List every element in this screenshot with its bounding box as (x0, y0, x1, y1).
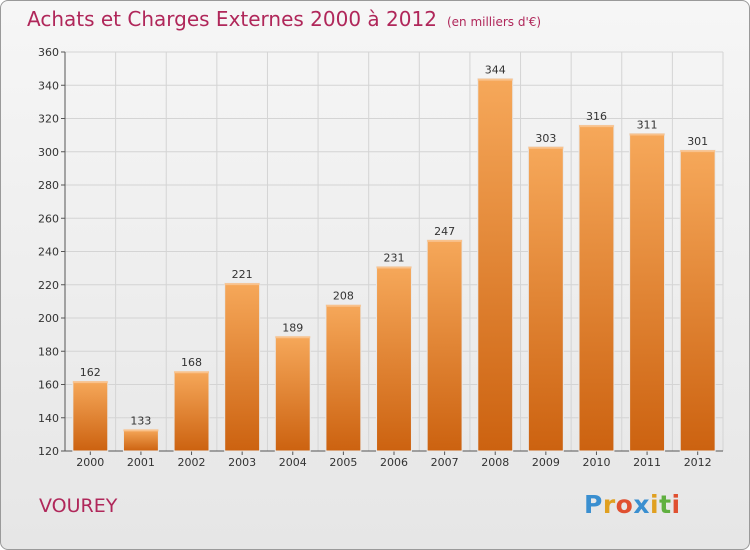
logo-letter: x (633, 490, 650, 519)
y-tick-label: 160 (38, 379, 59, 392)
y-tick-label: 140 (38, 412, 59, 425)
y-tick-label: 280 (38, 179, 59, 192)
y-tick-label: 240 (38, 246, 59, 259)
x-tick-label-2012: 2012 (684, 456, 712, 469)
tick-labels: 120 140 160 180 200 220 240 260 280 300 320 340 360 2… (38, 46, 712, 469)
y-tick-label: 120 (38, 445, 59, 458)
value-label-2010: 316 (586, 110, 607, 123)
x-tick-label-2011: 2011 (633, 456, 661, 469)
x-tick-label-2002: 2002 (178, 456, 206, 469)
value-label-2003: 221 (232, 268, 253, 281)
bar-2001 (122, 428, 159, 452)
logo-letter: P (584, 490, 603, 519)
x-tick-label-2007: 2007 (431, 456, 459, 469)
x-tick-label-2010: 2010 (582, 456, 610, 469)
bar-2003 (224, 282, 261, 452)
x-tick-label-2001: 2001 (127, 456, 155, 469)
value-label-2001: 133 (130, 414, 151, 427)
bar-2007 (426, 239, 463, 452)
chart-title-block: Achats et Charges Externes 2000 à 2012 (e… (27, 7, 541, 31)
value-label-2008: 344 (485, 64, 506, 77)
value-label-2007: 247 (434, 225, 455, 238)
bar-2009 (527, 146, 564, 452)
value-label-2004: 189 (282, 321, 303, 334)
logo-letter: t (659, 490, 672, 519)
x-tick-label-2003: 2003 (228, 456, 256, 469)
y-tick-label: 360 (38, 46, 59, 59)
x-tick-label-2005: 2005 (329, 456, 357, 469)
logo-letter: i (650, 490, 660, 519)
value-label-2002: 168 (181, 356, 202, 369)
bar-2002 (173, 370, 210, 452)
y-tick-label: 220 (38, 279, 59, 292)
x-tick-label-2004: 2004 (279, 456, 307, 469)
bar-2006 (376, 265, 412, 452)
y-tick-label: 320 (38, 113, 59, 126)
x-tick-label-2008: 2008 (481, 456, 509, 469)
y-tick-label: 180 (38, 345, 59, 358)
value-label-2000: 162 (80, 366, 101, 379)
value-label-2005: 208 (333, 290, 354, 303)
bar-2008 (477, 78, 514, 452)
logo-letter: r (602, 490, 616, 519)
y-tick-label: 260 (38, 212, 59, 225)
bars (72, 78, 716, 452)
x-tick-label-2006: 2006 (380, 456, 408, 469)
bar-2005 (325, 304, 362, 452)
chart-unit-note: (en milliers d'€) (446, 15, 542, 29)
bar-2000 (72, 380, 109, 452)
y-tick-label: 300 (38, 146, 59, 159)
value-label-2011: 311 (637, 118, 658, 131)
commune-name: VOUREY (39, 495, 118, 517)
value-label-2006: 231 (384, 251, 405, 264)
logo-letter: i (671, 490, 681, 519)
bar-2011 (629, 132, 666, 452)
chart-title: Achats et Charges Externes 2000 à 2012 (27, 7, 437, 31)
value-labels: 162 133 168 221 189 208 231 247 344 303 316 311 301 (80, 64, 708, 428)
value-label-2009: 303 (535, 132, 556, 145)
bar-2010 (578, 124, 615, 452)
value-label-2012: 301 (687, 135, 708, 148)
y-tick-label: 200 (38, 312, 59, 325)
bar-2012 (679, 149, 716, 452)
bar-2004 (274, 335, 311, 452)
proxiti-logo: Proxiti (584, 490, 681, 519)
x-tick-label-2009: 2009 (532, 456, 560, 469)
y-tick-label: 340 (38, 79, 59, 92)
x-tick-label-2000: 2000 (76, 456, 104, 469)
logo-letter: o (615, 490, 634, 519)
